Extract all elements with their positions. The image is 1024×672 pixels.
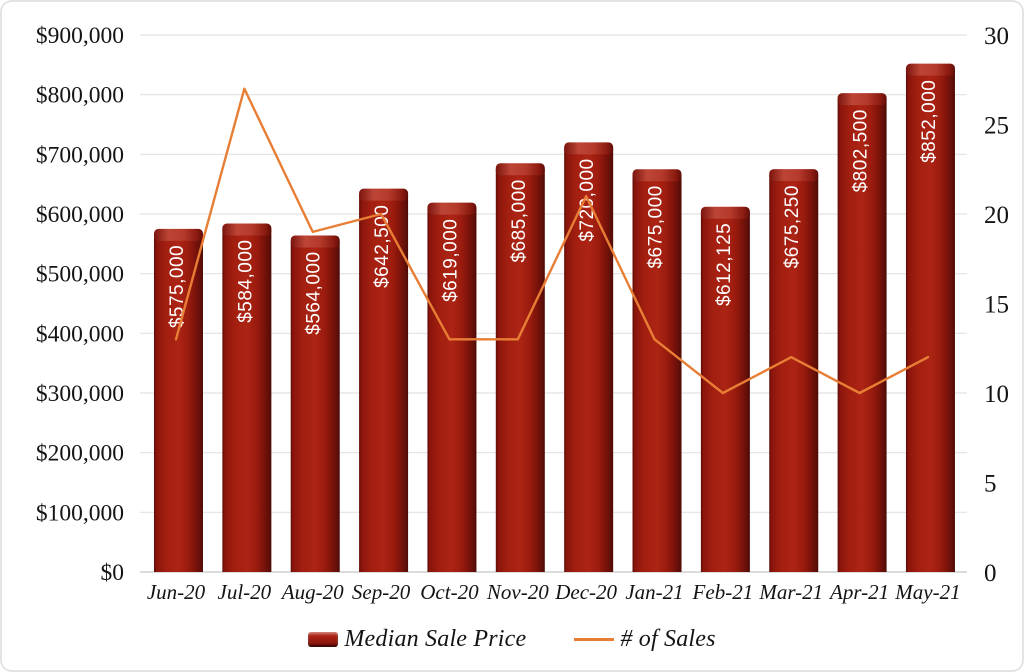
bar-top-bevel xyxy=(154,228,203,241)
right-axis-tick: 0 xyxy=(984,560,997,587)
bar-top-bevel xyxy=(495,163,545,176)
left-axis-tick: $700,000 xyxy=(36,142,124,168)
x-axis-label: Sep-20 xyxy=(352,580,411,604)
bar-top-bevel xyxy=(700,206,750,219)
bar-jun-20: $575,000 xyxy=(154,228,203,572)
x-axis-label: Jul-20 xyxy=(218,580,272,604)
x-axis-label: Nov-20 xyxy=(486,580,549,604)
bar-series-layer: $575,000 $584,000 $564,000 $642,500 $619,000… xyxy=(154,63,955,573)
bar-series-swatch-icon xyxy=(308,631,339,647)
bar-body xyxy=(905,69,955,572)
line-series-swatch-icon xyxy=(574,637,615,641)
left-axis-tick: $200,000 xyxy=(36,441,124,467)
legend-item-median-sale-price: Median Sale Price xyxy=(308,626,526,653)
left-axis-tick: $800,000 xyxy=(36,83,124,109)
bar-body xyxy=(154,234,203,572)
x-axis-label: Jun-20 xyxy=(147,580,206,604)
bar-value-label: $612,125 xyxy=(714,223,735,306)
x-axis-label: Apr-21 xyxy=(828,580,889,604)
legend-label-median-sale-price: Median Sale Price xyxy=(344,625,527,652)
bar-jan-21: $675,000 xyxy=(632,169,682,572)
bar-value-label: $675,250 xyxy=(782,185,803,268)
bar-top-bevel xyxy=(564,142,614,155)
bar-body xyxy=(769,175,819,572)
bar-value-label: $852,000 xyxy=(919,80,940,163)
left-axis-tick: $0 xyxy=(101,560,125,586)
bar-value-label: $802,500 xyxy=(851,109,872,192)
right-axis-tick: 5 xyxy=(984,471,997,498)
bar-top-bevel xyxy=(837,93,887,106)
bar-value-label: $685,000 xyxy=(509,179,530,262)
bar-oct-20: $619,000 xyxy=(427,202,477,572)
legend-label-num-of-sales: # of Sales xyxy=(620,625,716,652)
x-axis-label: Aug-20 xyxy=(280,580,344,604)
left-axis-tick: $300,000 xyxy=(36,381,124,407)
x-axis-label: Oct-20 xyxy=(420,580,479,604)
bar-body xyxy=(495,169,545,573)
x-axis-label: Feb-21 xyxy=(692,580,754,604)
bar-body xyxy=(837,99,887,573)
x-axis-label: Dec-20 xyxy=(554,580,617,604)
bar-body xyxy=(564,148,614,572)
bar-top-bevel xyxy=(427,202,477,215)
x-axis-label: Jan-21 xyxy=(625,580,683,604)
x-axis-label: Mar-21 xyxy=(758,580,823,604)
chart-legend: Median Sale Price # of Sales xyxy=(2,618,1022,660)
bar-body xyxy=(632,175,682,572)
gridlines-layer xyxy=(140,34,967,573)
bar-dec-20: $720,000 xyxy=(564,142,614,572)
legend-item-num-of-sales: # of Sales xyxy=(574,626,715,653)
right-axis-tick: 30 xyxy=(984,23,1009,50)
left-axis-tick: $900,000 xyxy=(36,23,124,49)
right-axis-tick: 20 xyxy=(984,202,1009,229)
bar-body xyxy=(359,194,409,572)
bar-value-label: $564,000 xyxy=(304,251,325,334)
right-axis-tick: 10 xyxy=(984,381,1009,408)
bar-top-bevel xyxy=(632,169,682,182)
bar-jul-20: $584,000 xyxy=(222,223,272,572)
bar-top-bevel xyxy=(769,169,819,182)
bar-apr-21: $802,500 xyxy=(837,93,887,573)
bar-body xyxy=(427,208,477,572)
right-axis-tick: 25 xyxy=(984,113,1009,140)
left-axis-tick: $100,000 xyxy=(36,500,124,526)
right-axis-tick: 15 xyxy=(984,292,1009,319)
bar-body xyxy=(222,229,272,572)
bar-sep-20: $642,500 xyxy=(359,188,409,572)
bar-aug-20: $564,000 xyxy=(290,235,340,573)
x-axis-label: May-21 xyxy=(894,580,960,604)
left-axis-tick: $600,000 xyxy=(36,202,124,228)
axis-labels-layer: $0 $100,000 $200,000 $300,000 $400,000 $500,0… xyxy=(36,23,1009,604)
bar-top-bevel xyxy=(290,235,340,248)
bar-feb-21: $612,125 xyxy=(700,206,750,572)
bar-mar-21: $675,250 xyxy=(769,169,819,572)
bar-value-label: $575,000 xyxy=(167,245,188,328)
bar-value-label: $619,000 xyxy=(440,219,461,302)
left-axis-tick: $400,000 xyxy=(36,321,124,347)
bar-value-label: $584,000 xyxy=(235,240,256,323)
bar-value-label: $675,000 xyxy=(646,185,667,268)
bar-may-21: $852,000 xyxy=(905,63,955,572)
bar-nov-20: $685,000 xyxy=(495,163,545,573)
bar-top-bevel xyxy=(222,223,272,236)
line-series-layer xyxy=(174,87,930,395)
bar-top-bevel xyxy=(359,188,409,201)
sales-line xyxy=(174,87,930,395)
left-axis-tick: $500,000 xyxy=(36,262,124,288)
bar-top-bevel xyxy=(905,63,955,76)
bar-body xyxy=(290,241,340,573)
